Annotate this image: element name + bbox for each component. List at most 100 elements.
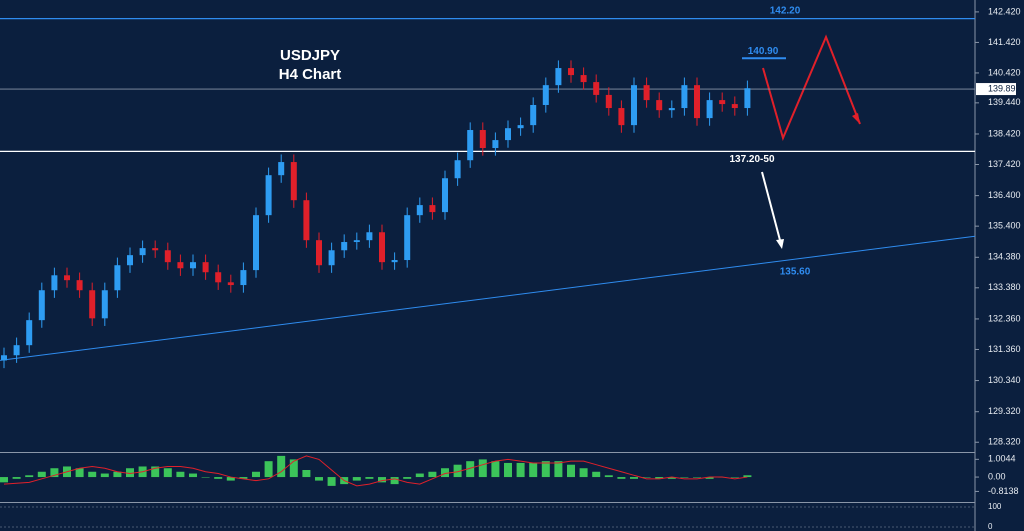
candle-body [1,355,7,361]
chart-title: USDJPY [280,47,340,64]
y-tick-label: 135.400 [988,221,1021,231]
candle-body [568,68,574,76]
macd-bar [390,477,399,485]
candle-body [76,280,83,291]
macd-bar [478,459,487,478]
candle-body [177,262,184,269]
y-tick-label: 134.380 [988,252,1021,262]
y-tick-label: 142.420 [988,6,1021,16]
y-tick-label: 0 [988,522,993,531]
macd-bar [214,477,223,479]
candle-body [643,85,650,101]
macd-signal [3,455,748,487]
candle-body [303,200,310,241]
candle-body [391,260,398,263]
macd-bar [504,462,512,478]
candle-body [89,290,96,319]
level-label: 140.90 [748,46,779,57]
chart-subtitle: H4 Chart [279,66,342,83]
y-tick-label: 129.320 [988,406,1021,416]
macd-bar [25,475,34,478]
macd-bar [441,468,449,478]
y-tick-label: 133.380 [988,282,1021,292]
y-tick-label: -0.8138 [988,486,1019,496]
arrow-head [852,113,860,124]
candle-body [668,108,675,111]
candle-body [265,175,272,216]
candle-body [379,232,385,263]
macd-bar [327,477,336,486]
macd-bar [88,471,97,478]
macd-bar [176,471,185,478]
macd-bar [743,475,752,478]
macd-bar [693,477,701,478]
candle-body [505,128,511,141]
candle-body [190,262,196,269]
candle-body [467,130,474,161]
y-tick-label: 140.420 [988,67,1021,77]
candle-body [681,85,688,109]
macd-bar [579,468,588,478]
candle-body [353,240,360,243]
candle-body [580,75,587,83]
macd-bar [315,477,323,481]
macd-bar [516,462,525,478]
macd-bar [352,477,361,481]
y-tick-label: 1.0044 [988,454,1016,464]
macd-bar [226,477,235,481]
candle-body [429,205,436,213]
y-tick-label: 136.400 [988,190,1021,200]
candle-body [694,85,700,119]
macd-bar [680,477,689,478]
candle-body [744,88,751,109]
y-tick-label: 128.320 [988,437,1021,447]
candle-body [479,130,486,149]
candle-body [290,162,297,201]
candle-body [605,94,612,109]
projection-arrow [761,171,782,245]
y-tick-label: 138.420 [988,128,1021,138]
y-tick-label: 131.360 [988,344,1021,354]
candle-body [631,85,637,126]
candle-body [316,240,322,266]
candle-body [13,345,20,356]
candle-body [366,232,373,241]
trendline-label: 135.60 [780,267,811,278]
macd-bar [163,468,172,478]
y-tick-label: 132.360 [988,313,1021,323]
macd-bar [302,470,311,478]
macd-bar [201,477,210,478]
candle-body [593,82,600,95]
y-tick-label: 137.420 [988,159,1021,169]
candle-body [542,85,549,105]
macd-bar [655,477,664,479]
candle-body [114,265,121,291]
macd-bar [252,471,260,478]
candle-body [127,255,133,266]
macd-bar [264,461,273,478]
macd-bar [453,464,462,478]
macd-bar [667,477,676,479]
candle-body [618,108,625,126]
macd-bar [0,477,8,483]
macd-bar [50,468,59,478]
macd-bar [630,477,638,479]
macd-bar [529,462,538,478]
candle-body [731,104,738,109]
candle-body [416,205,423,216]
y-tick-label: 130.340 [988,375,1021,385]
y-tick-label: 100 [988,502,1002,511]
candle-body [555,68,562,86]
macd-bar [541,461,550,478]
last-price-label: 139.892 [988,83,1021,93]
projection-arrow [762,34,861,141]
candle-body [139,248,146,256]
macd-bar [75,468,84,478]
candle-body [38,290,45,321]
macd-bar [239,477,248,479]
macd-bar [189,473,197,478]
candle-body [240,270,247,286]
macd-bar [403,477,412,479]
candle-body [341,242,348,251]
